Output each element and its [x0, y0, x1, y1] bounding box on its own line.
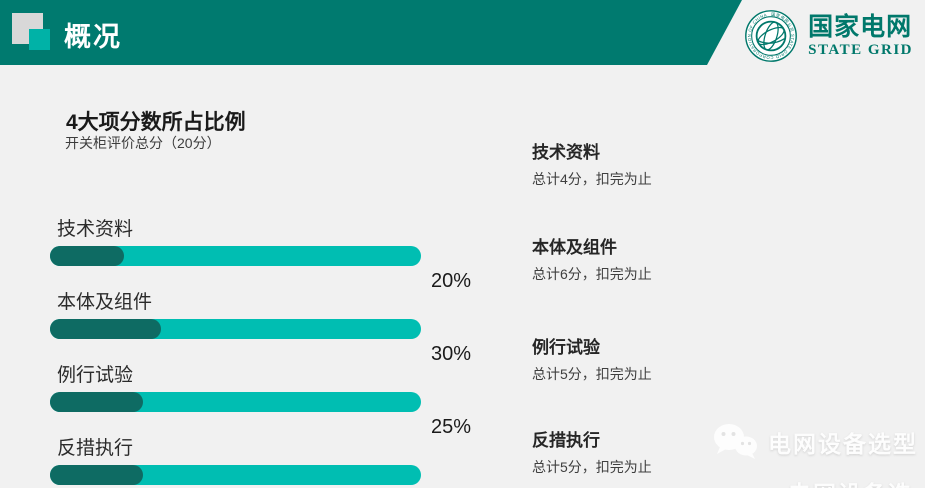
- detail-title: 技术资料: [532, 143, 600, 162]
- page-title: 概况: [64, 22, 122, 52]
- detail-desc: 总计6分，扣完为止: [532, 266, 652, 282]
- detail-title: 本体及组件: [532, 238, 617, 257]
- bar-value-label: 20%: [431, 270, 472, 292]
- bar-fill: [50, 319, 162, 339]
- watermark: 电网设备选型: [712, 422, 918, 462]
- watermark-partial: 电网设备选型: [736, 475, 925, 488]
- detail-item-4: 反措执行 总计5分，扣完为止: [532, 430, 782, 477]
- detail-desc: 总计5分，扣完为止: [532, 366, 652, 382]
- bar-track: 25%: [50, 392, 471, 438]
- detail-desc: 总计5分，扣完为止: [532, 459, 652, 475]
- detail-item-1: 技术资料 总计4分，扣完为止: [532, 142, 782, 189]
- section-subtitle: 开关柜评价总分（20分）: [65, 135, 221, 151]
- detail-item-2: 本体及组件 总计6分，扣完为止: [532, 237, 782, 284]
- watermark-text: 电网设备选型: [768, 431, 918, 457]
- bar-track: 25%: [50, 465, 421, 485]
- logo-text-block: 国家电网 STATE GRID: [808, 12, 913, 58]
- detail-title: 反措执行: [532, 431, 600, 450]
- logo-name-cn: 国家电网: [808, 12, 913, 41]
- bar-fill: [50, 246, 125, 266]
- bar-fill: [50, 392, 143, 412]
- header-deco-squares-icon: [12, 13, 52, 51]
- section-title: 4大项分数所占比例: [66, 111, 246, 134]
- logo-name-en: STATE GRID: [808, 41, 913, 58]
- bar-label: 技术资料: [57, 219, 134, 240]
- bar-track: 20%: [50, 246, 471, 292]
- detail-title: 例行试验: [532, 338, 600, 357]
- bar-label: 反措执行: [57, 438, 134, 459]
- bar-group-2: 本体及组件 30%: [50, 291, 471, 365]
- wechat-icon: [714, 424, 757, 459]
- bar-fill: [50, 465, 143, 485]
- deco-teal-square: [29, 29, 50, 50]
- detail-item-3: 例行试验 总计5分，扣完为止: [532, 337, 782, 384]
- bar-label: 本体及组件: [57, 292, 153, 313]
- bar-label: 例行试验: [57, 365, 134, 386]
- detail-desc: 总计4分，扣完为止: [532, 171, 652, 187]
- bar-group-3: 例行试验 25%: [50, 364, 471, 438]
- bar-group-1: 技术资料 20%: [50, 218, 471, 292]
- state-grid-emblem-icon: 国家电网公司 STATE GRID CORPORATION OF CHINA: [745, 10, 798, 62]
- state-grid-logo: 国家电网公司 STATE GRID CORPORATION OF CHINA 国…: [744, 9, 913, 63]
- bar-group-4: 反措执行 25%: [50, 437, 421, 485]
- bar-value-label: 25%: [431, 416, 472, 438]
- bar-value-label: 30%: [431, 343, 472, 365]
- watermark-text: 电网设备选型: [788, 475, 925, 488]
- bar-track: 30%: [50, 319, 471, 365]
- header-bar: 概况: [0, 0, 742, 65]
